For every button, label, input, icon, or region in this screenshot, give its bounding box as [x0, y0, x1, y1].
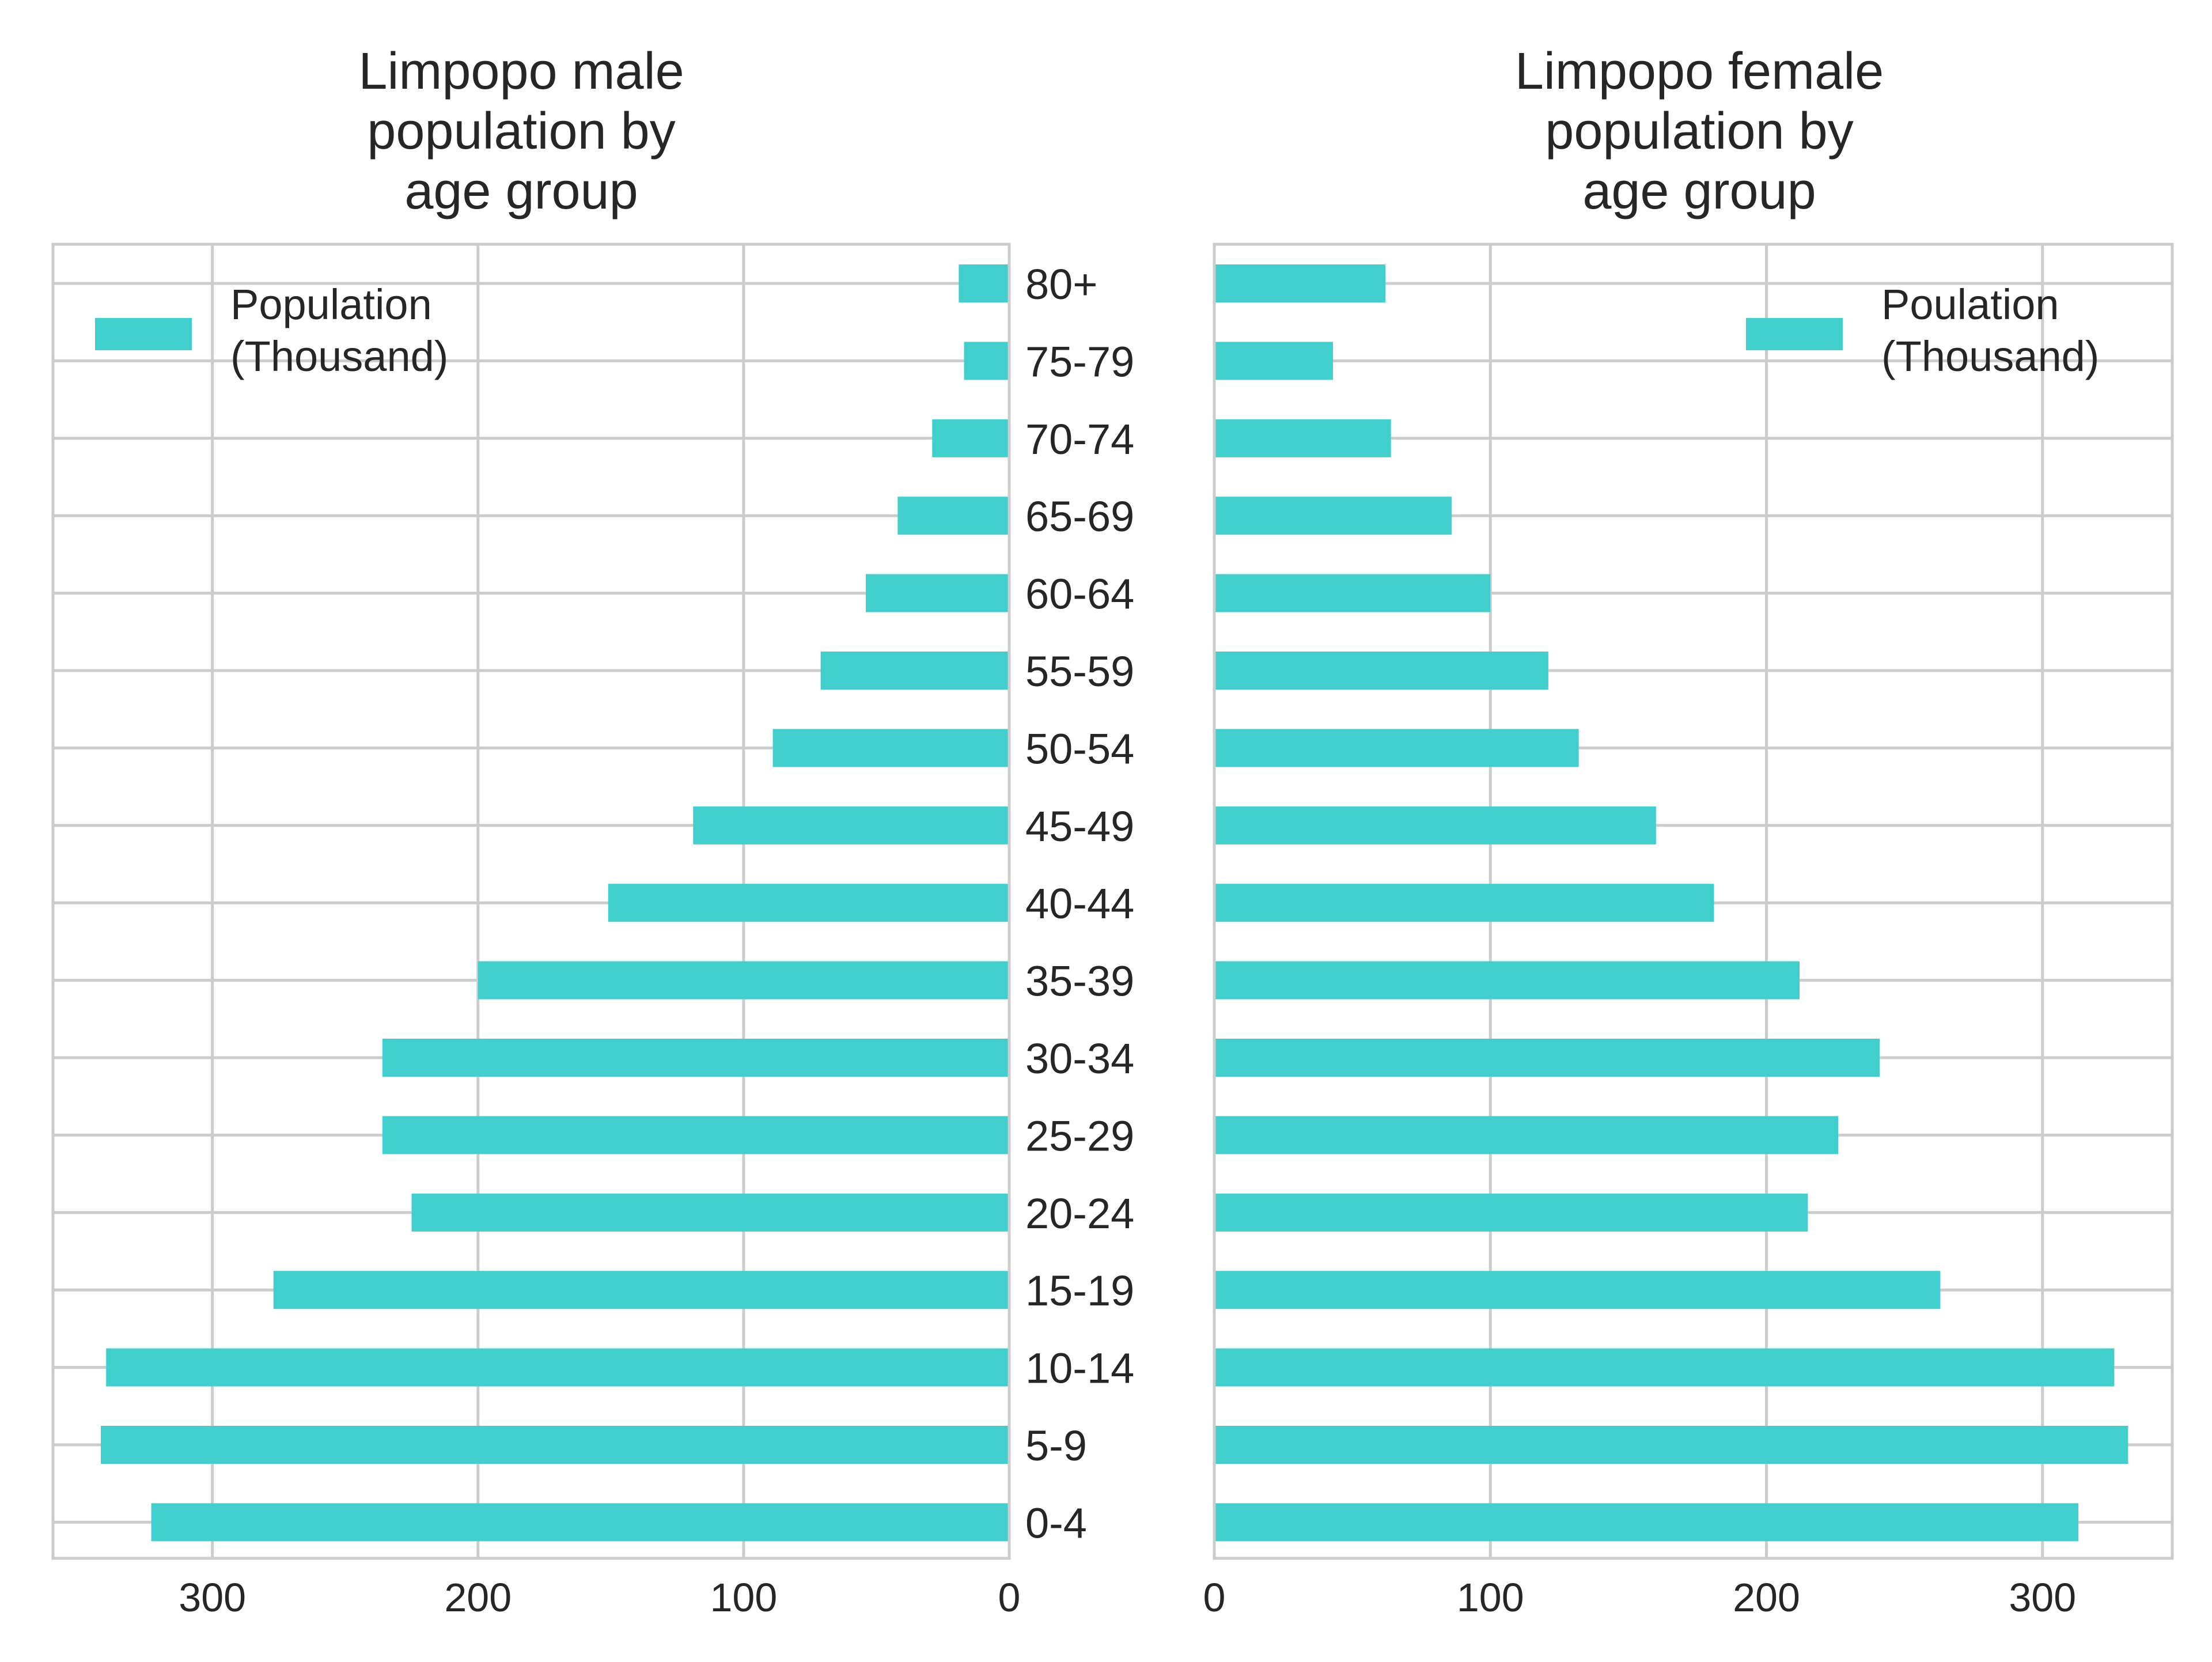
- male-bar-15-19: [273, 1271, 1010, 1309]
- female-bar-55-59: [1214, 652, 1548, 690]
- female-bar-35-39: [1214, 961, 1800, 1000]
- female-chart-title: Limpopo female population by age group: [1515, 43, 1884, 220]
- female-bar-25-29: [1214, 1116, 1839, 1154]
- female-bar-15-19: [1214, 1271, 1941, 1309]
- female-legend-swatch: [1746, 318, 1843, 350]
- female-bar-0-4: [1214, 1503, 2079, 1542]
- age-group-label-10-14: 10-14: [1025, 1345, 1134, 1392]
- male-bar-55-59: [820, 652, 1009, 690]
- male-panel: 300 200 100 0 Limpopo male population by age g…: [51, 43, 1021, 1620]
- male-bar-30-34: [382, 1039, 1009, 1077]
- age-group-label-15-19: 15-19: [1025, 1267, 1134, 1315]
- male-bar-60-64: [866, 574, 1009, 612]
- female-bar-20-24: [1214, 1193, 1808, 1232]
- female-bar-5-9: [1214, 1426, 2128, 1464]
- male-bar-0-4: [151, 1503, 1010, 1542]
- male-bar-75-79: [964, 342, 1009, 380]
- male-bar-45-49: [693, 806, 1009, 845]
- age-group-label-55-59: 55-59: [1025, 648, 1134, 695]
- female-panel: 0 100 200 300 Limpopo female population by age…: [1203, 43, 2174, 1620]
- age-group-label-50-54: 50-54: [1025, 725, 1134, 773]
- male-bar-80+: [959, 264, 1009, 302]
- age-group-label-0-4: 0-4: [1025, 1499, 1087, 1547]
- age-group-label-30-34: 30-34: [1025, 1035, 1134, 1082]
- female-bar-45-49: [1214, 806, 1656, 845]
- age-group-label-80+: 80+: [1025, 260, 1098, 308]
- male-bar-20-24: [411, 1193, 1009, 1232]
- age-group-label-5-9: 5-9: [1025, 1422, 1087, 1470]
- female-legend-label: Poulation (Thousand): [1881, 281, 2099, 380]
- male-bar-50-54: [772, 729, 1009, 767]
- age-group-label-35-39: 35-39: [1025, 957, 1134, 1005]
- age-group-label-40-44: 40-44: [1025, 880, 1134, 927]
- female-bar-75-79: [1214, 342, 1334, 380]
- male-bar-35-39: [478, 961, 1009, 1000]
- female-bar-80+: [1214, 264, 1386, 302]
- female-x-tick-label: 300: [2009, 1575, 2076, 1620]
- male-x-tick-label: 300: [179, 1575, 246, 1620]
- age-group-label-65-69: 65-69: [1025, 493, 1134, 540]
- female-x-tick-label: 100: [1457, 1575, 1524, 1620]
- male-bar-65-69: [897, 497, 1009, 535]
- female-x-tick-label: 0: [1203, 1575, 1226, 1620]
- female-bar-10-14: [1214, 1348, 2115, 1387]
- female-bar-65-69: [1214, 497, 1452, 535]
- male-legend-label: Population (Thousand): [230, 281, 448, 380]
- age-group-label-20-24: 20-24: [1025, 1190, 1134, 1237]
- female-plot-frame: [1213, 243, 2174, 1560]
- male-bar-5-9: [101, 1426, 1009, 1464]
- female-bar-50-54: [1214, 729, 1579, 767]
- age-group-label-45-49: 45-49: [1025, 802, 1134, 850]
- male-x-tick-label: 200: [444, 1575, 512, 1620]
- female-bar-70-74: [1214, 419, 1391, 457]
- female-x-tick-label: 200: [1733, 1575, 1800, 1620]
- male-bar-25-29: [382, 1116, 1009, 1154]
- male-plot-frame: [51, 243, 1011, 1560]
- male-chart-title: Limpopo male population by age group: [358, 43, 684, 220]
- female-bar-30-34: [1214, 1039, 1880, 1077]
- age-group-label-60-64: 60-64: [1025, 570, 1134, 618]
- male-legend-swatch: [95, 318, 192, 350]
- male-bar-70-74: [932, 419, 1009, 457]
- male-bar-10-14: [106, 1348, 1010, 1387]
- age-group-label-75-79: 75-79: [1025, 338, 1134, 385]
- male-x-tick-label: 0: [998, 1575, 1021, 1620]
- female-bar-60-64: [1214, 574, 1491, 612]
- age-group-label-70-74: 70-74: [1025, 415, 1134, 463]
- age-group-label-25-29: 25-29: [1025, 1112, 1134, 1160]
- male-bar-40-44: [608, 884, 1009, 922]
- male-x-tick-label: 100: [710, 1575, 777, 1620]
- female-bar-40-44: [1214, 884, 1714, 922]
